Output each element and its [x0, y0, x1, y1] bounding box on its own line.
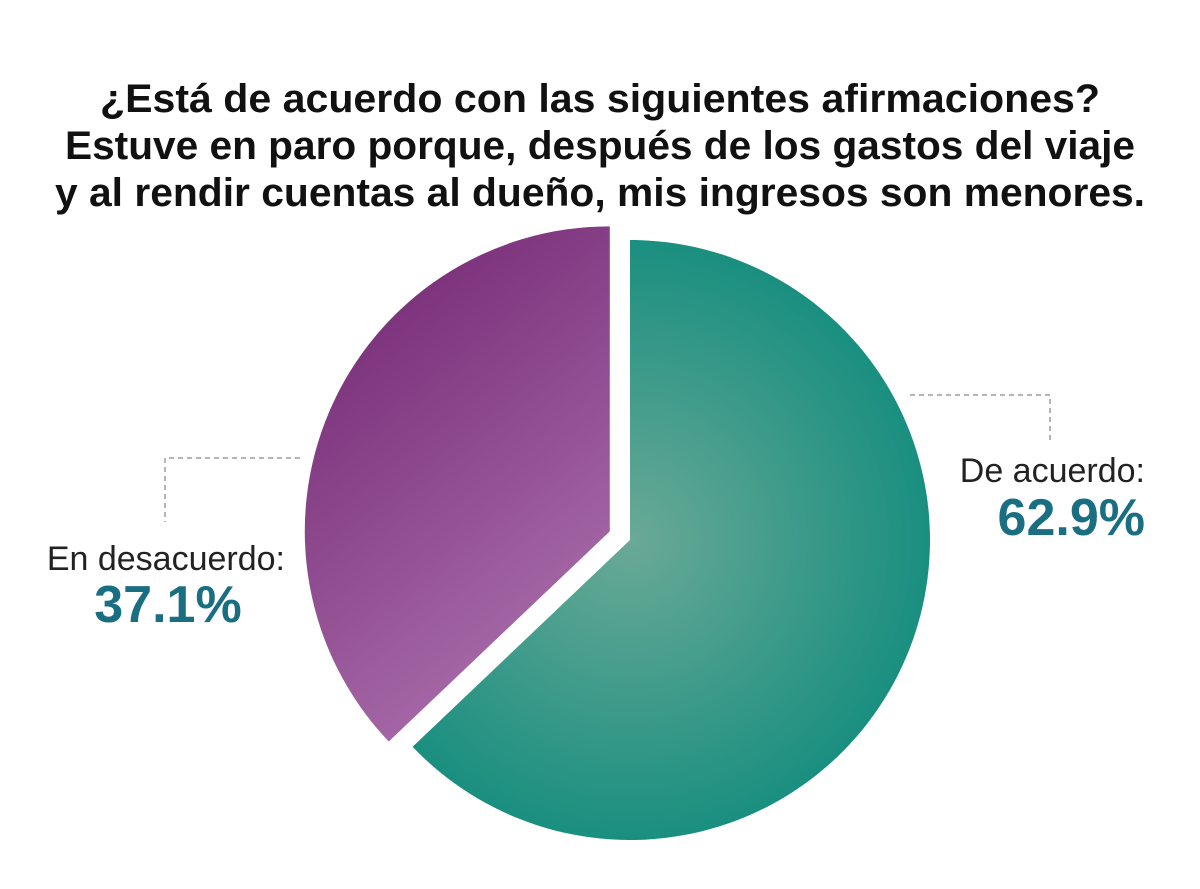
- pie-slice-en-desacuerdo: [304, 226, 610, 742]
- label-de-acuerdo: De acuerdo:: [960, 452, 1145, 490]
- title-line-2: Estuve en paro porque, después de los ga…: [65, 124, 1135, 168]
- value-de-acuerdo: 62.9%: [998, 489, 1145, 547]
- title-line-3: y al rendir cuentas al dueño, mis ingres…: [55, 171, 1145, 215]
- label-en-desacuerdo: En desacuerdo:: [47, 540, 285, 578]
- chart-title: ¿Está de acuerdo con las siguientes afir…: [55, 77, 1145, 215]
- pie-slice-de-acuerdo: [412, 240, 930, 840]
- leader-line-de-acuerdo: [910, 394, 1051, 440]
- leader-line-en-desacuerdo: [164, 457, 300, 522]
- value-en-desacuerdo: 37.1%: [94, 576, 241, 634]
- title-line-1: ¿Está de acuerdo con las siguientes afir…: [100, 77, 1100, 121]
